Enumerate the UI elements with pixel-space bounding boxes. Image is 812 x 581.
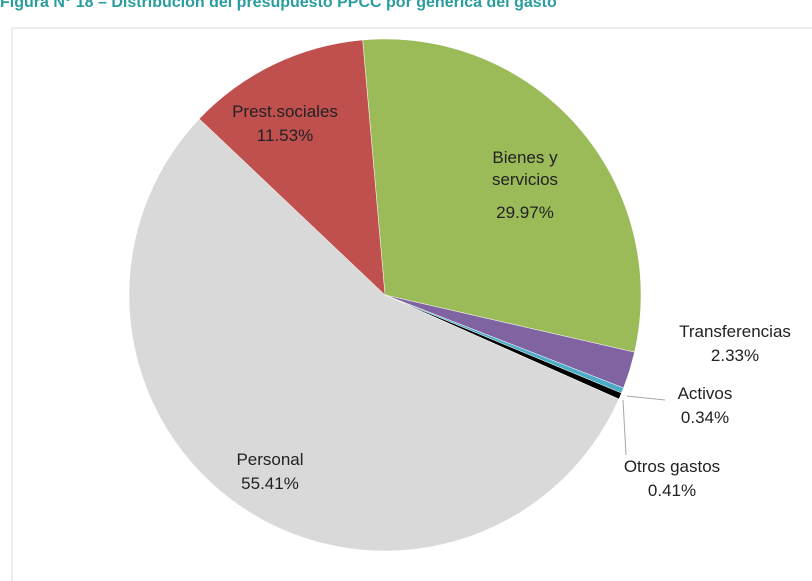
data-label: 0.41% [647,481,697,500]
leader-line [626,395,666,401]
data-label: Activos [677,384,733,403]
data-label: Transferencias [679,322,791,341]
pie-slice [362,38,642,353]
data-label: Otros gastos [623,457,721,476]
data-label: Personal [236,450,304,469]
data-label: 11.53% [256,126,314,145]
data-label: 55.41% [241,474,299,493]
chart-title: Figura N° 18 – Distribución del presupue… [0,0,557,11]
pie-slice [198,39,386,296]
data-label: Bienes y servicios [491,148,559,189]
leader-line [622,399,627,456]
data-label: 0.34% [680,408,730,427]
data-label: Prest.sociales [232,102,338,121]
data-label: 2.33% [710,346,760,365]
pie-slice [128,118,620,552]
data-label: 29.97% [496,203,554,222]
